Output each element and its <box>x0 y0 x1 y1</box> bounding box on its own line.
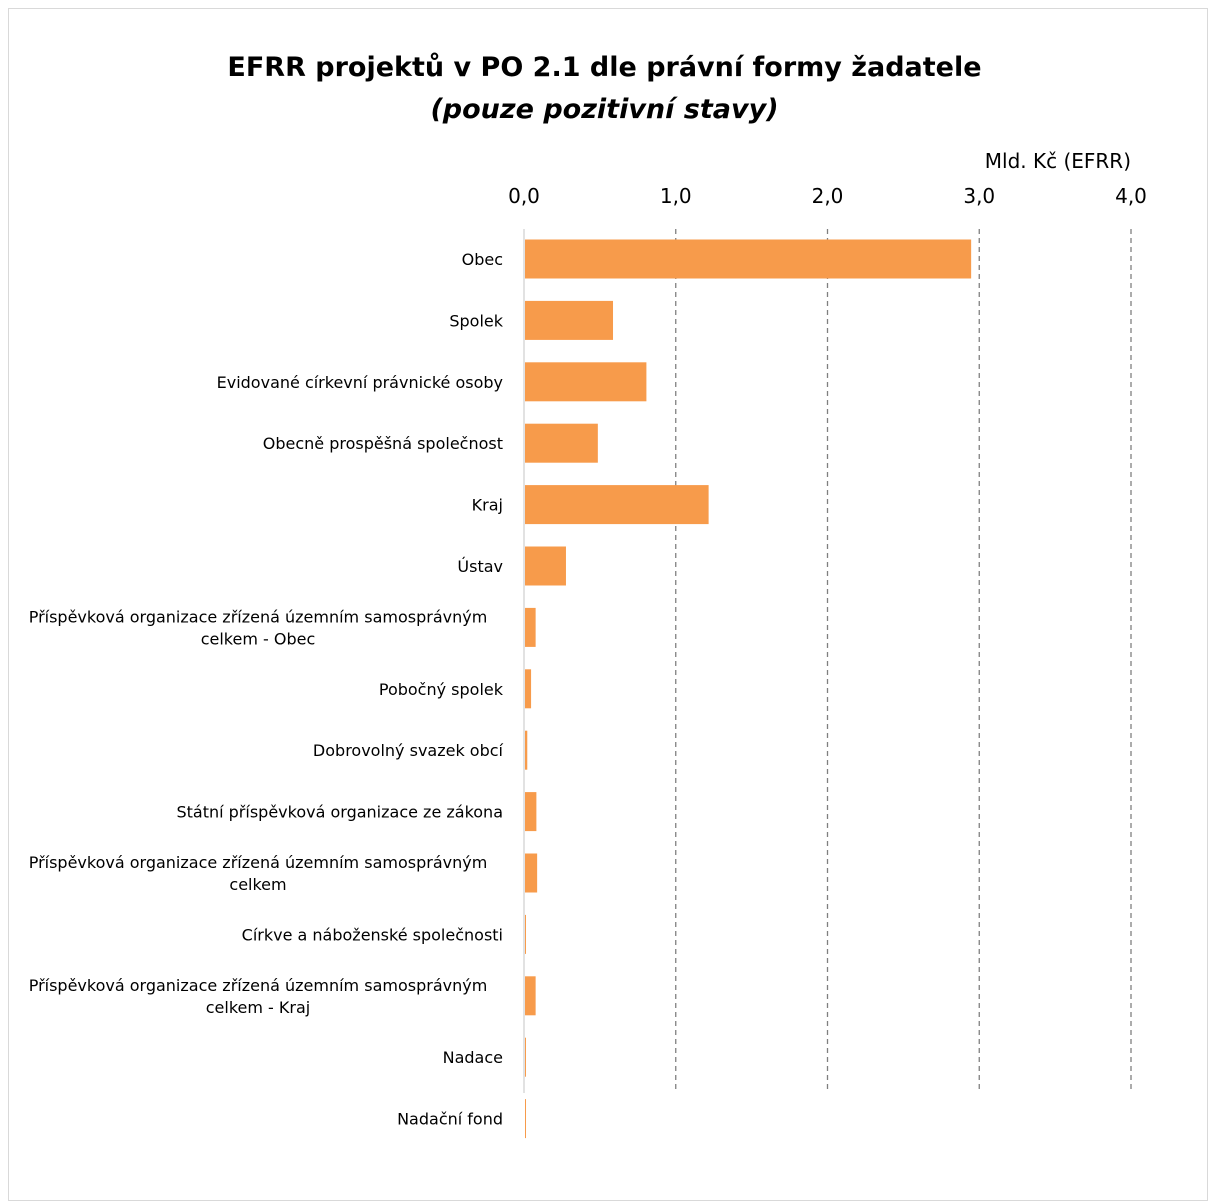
category-label-line: Obecně prospěšná společnost <box>263 434 503 453</box>
bar <box>525 362 646 401</box>
category-label: Spolek <box>449 311 503 330</box>
bar <box>525 301 613 340</box>
bar <box>525 1099 526 1138</box>
category-label: Nadace <box>443 1048 503 1067</box>
category-label-line: Kraj <box>472 496 503 515</box>
x-axis-unit-label: Mld. Kč (EFRR) <box>985 149 1131 173</box>
category-label-line: Příspěvková organizace zřízená územním s… <box>29 976 488 995</box>
category-label: Obec <box>462 250 503 269</box>
category-label: Obecně prospěšná společnost <box>263 434 503 453</box>
category-label-line: Nadace <box>443 1048 503 1067</box>
bar <box>525 547 566 586</box>
category-label-line: Obec <box>462 250 503 269</box>
x-tick-label: 1,0 <box>660 184 692 208</box>
category-label-line: Evidované církevní právnické osoby <box>217 373 503 392</box>
bar <box>525 669 531 708</box>
x-tick-label: 0,0 <box>508 184 540 208</box>
category-label: Církve a náboženské společnosti <box>242 925 503 944</box>
bar <box>525 915 526 954</box>
category-label-line: Státní příspěvková organizace ze zákona <box>176 803 503 822</box>
category-label-line: Nadační fond <box>397 1110 503 1129</box>
category-label: Nadační fond <box>397 1110 503 1129</box>
bar <box>525 485 709 524</box>
category-label-line: Příspěvková organizace zřízená územním s… <box>29 607 488 626</box>
category-label-line: Církve a náboženské společnosti <box>242 925 503 944</box>
category-label-line: celkem - Obec <box>201 629 316 648</box>
category-label: Ústav <box>457 557 503 576</box>
x-tick-label: 3,0 <box>963 184 995 208</box>
bar <box>525 976 536 1015</box>
category-label-line: Ústav <box>457 557 503 576</box>
category-label-line: celkem <box>229 875 286 894</box>
category-label: Evidované církevní právnické osoby <box>217 373 503 392</box>
bar <box>525 240 971 279</box>
bar <box>525 608 536 647</box>
category-label: Příspěvková organizace zřízená územním s… <box>29 853 488 894</box>
category-label-line: Spolek <box>449 311 503 330</box>
bar <box>525 1038 526 1077</box>
category-label: Státní příspěvková organizace ze zákona <box>176 803 503 822</box>
bar <box>525 854 537 893</box>
bar <box>525 792 536 831</box>
category-label: Kraj <box>472 496 503 515</box>
x-tick-label: 2,0 <box>812 184 844 208</box>
category-label-line: celkem - Kraj <box>206 998 310 1017</box>
category-label: Příspěvková organizace zřízená územním s… <box>29 976 488 1017</box>
category-label-line: Dobrovolný svazek obcí <box>313 741 504 760</box>
category-label-line: Příspěvková organizace zřízená územním s… <box>29 853 488 872</box>
bar <box>525 731 527 770</box>
category-label-line: Pobočný spolek <box>379 680 504 699</box>
x-tick-label: 4,0 <box>1115 184 1147 208</box>
category-label: Pobočný spolek <box>379 680 504 699</box>
bar <box>525 424 598 463</box>
category-label: Dobrovolný svazek obcí <box>313 741 504 760</box>
category-label: Příspěvková organizace zřízená územním s… <box>29 607 488 648</box>
